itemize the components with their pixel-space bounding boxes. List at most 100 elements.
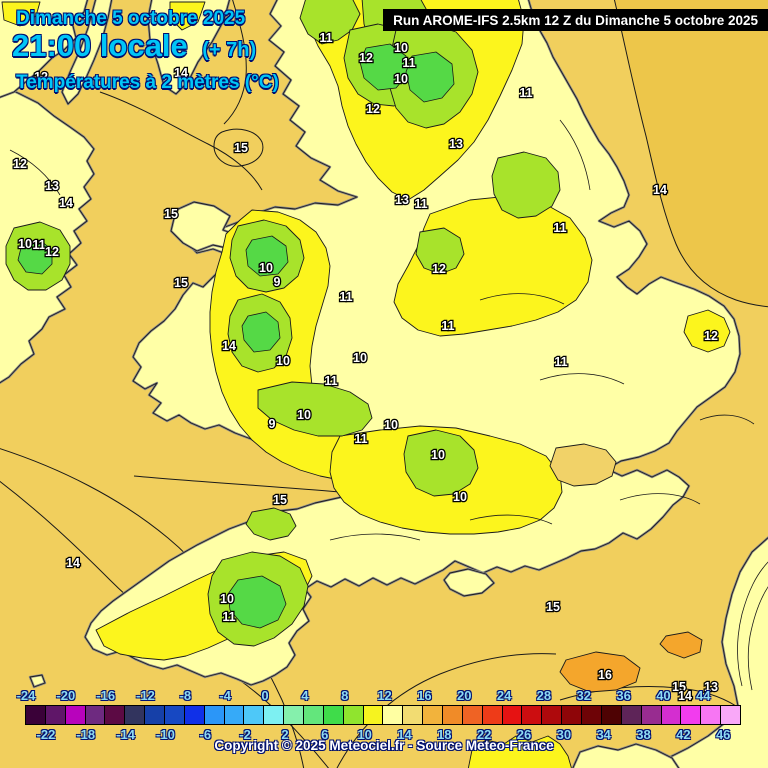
temperature-value: 10 bbox=[431, 448, 445, 462]
temperature-value: 10 bbox=[276, 354, 290, 368]
temperature-value: 9 bbox=[269, 417, 276, 431]
scale-tick-label: -14 bbox=[116, 727, 135, 742]
scotland-fragments bbox=[0, 0, 232, 106]
scale-tick-label: 6 bbox=[321, 727, 329, 742]
temperature-value: 10 bbox=[297, 408, 311, 422]
temperature-value: 10 bbox=[394, 72, 408, 86]
scale-color-box bbox=[423, 706, 444, 724]
scale-color-box bbox=[641, 706, 662, 724]
temperature-value: 11 bbox=[553, 221, 566, 235]
local-time-label: 21:00 locale bbox=[12, 28, 188, 63]
scale-color-box bbox=[26, 706, 46, 724]
temperature-value: 12 bbox=[432, 262, 446, 276]
scale-tick-label: 40 bbox=[656, 688, 671, 703]
scale-color-box bbox=[343, 706, 364, 724]
scale-color-box bbox=[184, 706, 205, 724]
scale-color-box bbox=[482, 706, 503, 724]
scale-color-box bbox=[105, 706, 126, 724]
scale-tick-label: 20 bbox=[457, 688, 472, 703]
scale-tick-label: 4 bbox=[301, 688, 309, 703]
temperature-value: 12 bbox=[359, 51, 373, 65]
model-run-banner: Run AROME-IFS 2.5km 12 Z du Dimanche 5 o… bbox=[383, 9, 768, 31]
temperature-value: 11 bbox=[554, 355, 567, 369]
temperature-value: 11 bbox=[441, 319, 454, 333]
scale-color-box bbox=[383, 706, 404, 724]
scale-tick-label: 36 bbox=[616, 688, 631, 703]
scale-tick-label: 2 bbox=[281, 727, 289, 742]
scale-tick-label: 16 bbox=[417, 688, 432, 703]
temperature-value: 12 bbox=[13, 157, 27, 171]
scale-color-box bbox=[85, 706, 106, 724]
copyright-notice: Copyright © 2025 Meteociel.fr - Source M… bbox=[214, 738, 554, 753]
parameter-label: Températures à 2 mètres (°C) bbox=[16, 72, 279, 93]
temperature-value: 10 bbox=[259, 261, 273, 275]
scale-tick-label: -16 bbox=[96, 688, 116, 703]
scale-tick-label: -18 bbox=[76, 727, 96, 742]
scale-tick-label: 46 bbox=[715, 727, 731, 742]
scale-color-box bbox=[304, 706, 324, 724]
scale-tick-label: -20 bbox=[56, 688, 76, 703]
temperature-value: 10 bbox=[384, 418, 398, 432]
temperature-value: 14 bbox=[222, 339, 236, 353]
temperature-value: 14 bbox=[653, 183, 667, 197]
scale-tick-label: 32 bbox=[576, 688, 591, 703]
scale-color-box bbox=[542, 706, 563, 724]
ireland-landmass bbox=[0, 82, 96, 386]
scale-tick-label: -12 bbox=[136, 688, 155, 703]
scale-tick-label: -22 bbox=[36, 727, 56, 742]
temperature-value: 13 bbox=[449, 137, 463, 151]
scale-color-box bbox=[45, 706, 66, 724]
temperature-value: 14 bbox=[678, 689, 692, 703]
temperature-value: 11 bbox=[402, 56, 415, 70]
temperature-value: 13 bbox=[704, 680, 718, 694]
scale-tick-label: 14 bbox=[397, 727, 412, 742]
scale-color-box bbox=[562, 706, 583, 724]
scale-color-box bbox=[125, 706, 146, 724]
scale-color-box bbox=[403, 706, 424, 724]
temperature-value: 11 bbox=[414, 197, 427, 211]
temperature-value: 11 bbox=[339, 290, 352, 304]
temperature-value: 16 bbox=[598, 668, 612, 682]
time-row: 21:00 locale (+ 7h) bbox=[12, 28, 256, 64]
scale-color-box bbox=[224, 706, 245, 724]
scale-color-box bbox=[284, 706, 305, 724]
scale-tick-label: 10 bbox=[357, 727, 372, 742]
scale-color-box bbox=[502, 706, 523, 724]
temperature-value: 10 bbox=[18, 237, 32, 251]
scale-tick-label: 44 bbox=[696, 688, 711, 703]
sea-warm-northeast bbox=[614, 0, 768, 307]
scale-color-box bbox=[462, 706, 483, 724]
scale-tick-label: 26 bbox=[516, 727, 532, 742]
temperature-value: 11 bbox=[354, 432, 367, 446]
scale-color-box bbox=[701, 706, 722, 724]
scale-tick-label: 28 bbox=[536, 688, 552, 703]
temperature-value: 12 bbox=[366, 102, 380, 116]
scale-tick-label: 8 bbox=[341, 688, 349, 703]
scale-tick-label: -8 bbox=[179, 688, 192, 703]
temperature-value: 10 bbox=[220, 592, 234, 606]
scale-color-box bbox=[522, 706, 543, 724]
scale-color-box bbox=[363, 706, 384, 724]
scale-tick-label: 18 bbox=[437, 727, 452, 742]
scale-color-box bbox=[204, 706, 225, 724]
scale-tick-label: -10 bbox=[156, 727, 175, 742]
scale-color-box bbox=[323, 706, 344, 724]
temperature-value: 15 bbox=[273, 493, 287, 507]
scale-tick-label: -24 bbox=[16, 688, 36, 703]
scale-color-box bbox=[264, 706, 285, 724]
temperature-value: 11 bbox=[519, 86, 532, 100]
scale-color-box bbox=[244, 706, 265, 724]
scale-tick-label: 42 bbox=[676, 727, 691, 742]
scale-tick-label: 30 bbox=[556, 727, 572, 742]
london-warm-patch bbox=[549, 443, 617, 487]
scale-color-box bbox=[661, 706, 682, 724]
scale-tick-label: -2 bbox=[239, 727, 251, 742]
temperature-value: 14 bbox=[59, 196, 73, 210]
temperature-value: 10 bbox=[353, 351, 367, 365]
temperature-value: 12 bbox=[704, 329, 718, 343]
scale-tick-label: 38 bbox=[636, 727, 651, 742]
scale-color-box bbox=[145, 706, 166, 724]
